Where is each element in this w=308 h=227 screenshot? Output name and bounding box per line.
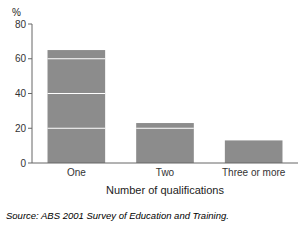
x-tick-label: Three or more — [222, 167, 286, 178]
divider-line — [48, 58, 106, 59]
x-tick-label: One — [67, 167, 86, 178]
y-tick — [28, 163, 32, 164]
y-tick-label: 80 — [15, 19, 27, 30]
y-tick — [28, 58, 32, 59]
y-axis-label: % — [12, 7, 21, 18]
y-tick — [28, 24, 32, 25]
y-axis — [32, 24, 33, 163]
y-tick-label: 20 — [15, 123, 27, 134]
chart: 0 20 40 60 80 One Two Three or more Number of qu… — [0, 0, 308, 227]
source-note: Source: ABS 2001 Survey of Education and… — [6, 210, 229, 221]
x-axis — [32, 163, 298, 164]
divider-line — [136, 128, 194, 129]
y-tick — [28, 93, 32, 94]
y-tick-label: 40 — [15, 88, 27, 99]
y-tick-label: 60 — [15, 53, 27, 64]
divider-line — [48, 93, 106, 94]
y-tick-label: 0 — [20, 158, 26, 169]
x-axis-label: Number of qualifications — [106, 184, 225, 196]
bar — [225, 140, 283, 163]
bars — [48, 50, 283, 163]
x-tick-label: Two — [156, 167, 175, 178]
divider-line — [48, 128, 106, 129]
y-tick — [28, 128, 32, 129]
bar — [136, 123, 194, 163]
bar — [48, 50, 106, 163]
